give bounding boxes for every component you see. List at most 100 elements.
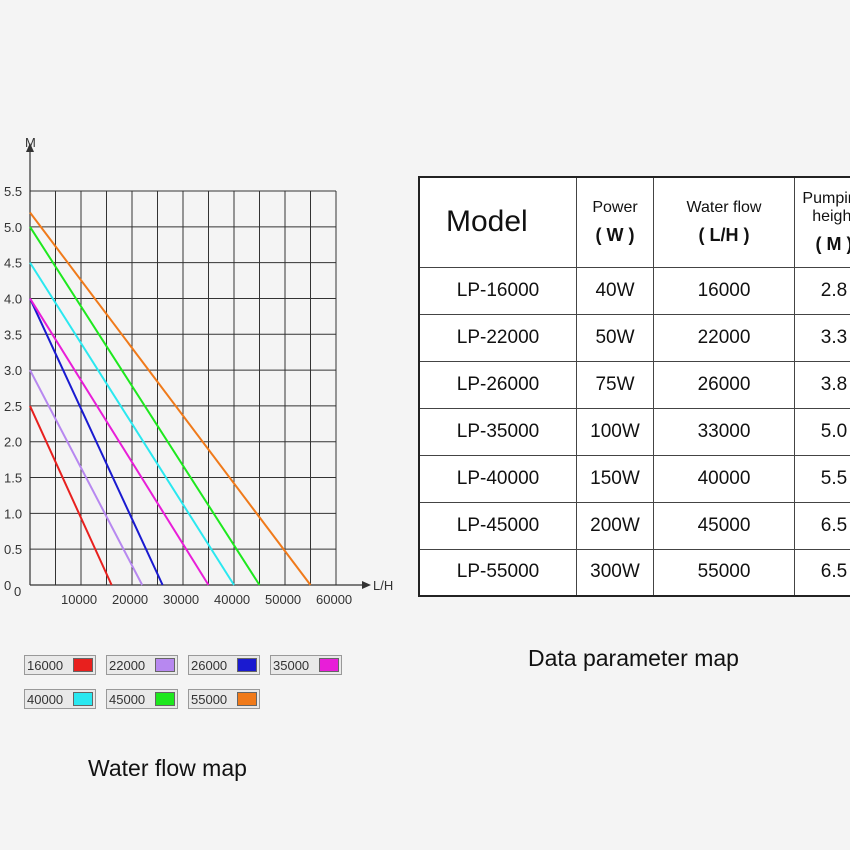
series-line-55000 — [29, 211, 312, 586]
legend-swatch — [73, 692, 93, 706]
header-power: Power ( W ) — [576, 176, 654, 268]
cell-model: LP-22000 — [418, 313, 577, 362]
x-tick-label: 0 — [14, 584, 21, 599]
header-water-flow: Water flow ( L/H ) — [653, 176, 795, 268]
legend-label: 16000 — [27, 658, 64, 673]
cell-height: 6.5 — [794, 548, 850, 597]
cell-flow: 40000 — [653, 454, 795, 503]
water-flow-caption: Water flow map — [88, 755, 247, 781]
series-line-16000 — [29, 405, 113, 586]
y-tick-label: 3.5 — [4, 327, 22, 342]
cell-flow: 22000 — [653, 313, 795, 362]
cell-flow: 33000 — [653, 407, 795, 456]
y-axis-arrow — [26, 143, 34, 152]
cell-height: 3.3 — [794, 313, 850, 362]
cell-height: 5.5 — [794, 454, 850, 503]
cell-power: 40W — [576, 266, 654, 315]
x-tick-label: 30000 — [163, 592, 199, 607]
x-tick-label: 50000 — [265, 592, 301, 607]
legend-item: 26000 — [188, 655, 260, 675]
cell-height: 3.8 — [794, 360, 850, 409]
table-row: LP-55000 300W 55000 6.5 — [418, 548, 850, 597]
y-tick-label: 0 — [4, 578, 11, 593]
x-tick-label: 10000 — [61, 592, 97, 607]
series-line-45000 — [29, 226, 261, 586]
cell-height: 5.0 — [794, 407, 850, 456]
header-height-label: Pumping height — [802, 189, 850, 225]
table-row: LP-45000 200W 45000 6.5 — [418, 501, 850, 550]
table-row: LP-35000 100W 33000 5.0 — [418, 407, 850, 456]
legend-swatch — [319, 658, 339, 672]
cell-power: 50W — [576, 313, 654, 362]
header-flow-unit: ( L/H ) — [698, 224, 750, 245]
x-axis-arrow — [362, 581, 371, 589]
header-power-unit: ( W ) — [595, 224, 635, 245]
y-tick-label: 5.0 — [4, 220, 22, 235]
legend-label: 45000 — [109, 692, 146, 707]
cell-power: 75W — [576, 360, 654, 409]
legend-swatch — [237, 692, 257, 706]
cell-height: 2.8 — [794, 266, 850, 315]
header-pumping-height: Pumping height ( M ) — [794, 176, 850, 268]
table-row: LP-22000 50W 22000 3.3 — [418, 313, 850, 362]
y-tick-label: 2.5 — [4, 399, 22, 414]
table-row: LP-26000 75W 26000 3.8 — [418, 360, 850, 409]
legend-swatch — [155, 658, 175, 672]
x-tick-label: 20000 — [112, 592, 148, 607]
cell-model: LP-55000 — [418, 548, 577, 597]
cell-flow: 45000 — [653, 501, 795, 550]
cell-model: LP-26000 — [418, 360, 577, 409]
legend-label: 55000 — [191, 692, 228, 707]
y-tick-label: 1.5 — [4, 471, 22, 486]
cell-model: LP-45000 — [418, 501, 577, 550]
cell-flow: 16000 — [653, 266, 795, 315]
legend-swatch — [73, 658, 93, 672]
table-header-row: Model Power ( W ) Water flow ( L/H ) Pum… — [418, 176, 850, 268]
y-axis-label: M — [25, 135, 36, 150]
legend-item: 16000 — [24, 655, 96, 675]
y-tick-label: 2.0 — [4, 435, 22, 450]
y-tick-label: 0.5 — [4, 542, 22, 557]
table-row: LP-40000 150W 40000 5.5 — [418, 454, 850, 503]
cell-power: 200W — [576, 501, 654, 550]
cell-flow: 55000 — [653, 548, 795, 597]
x-axis-label: L/H — [373, 578, 393, 593]
data-parameter-table: Model Power ( W ) Water flow ( L/H ) Pum… — [418, 176, 850, 597]
data-parameter-caption: Data parameter map — [528, 645, 739, 671]
header-flow-label: Water flow — [686, 198, 762, 216]
table-row: LP-16000 40W 16000 2.8 — [418, 266, 850, 315]
header-model: Model — [418, 176, 577, 268]
series-line-40000 — [29, 262, 235, 586]
cell-model: LP-35000 — [418, 407, 577, 456]
cell-power: 150W — [576, 454, 654, 503]
legend-swatch — [155, 692, 175, 706]
legend-item: 22000 — [106, 655, 178, 675]
y-tick-label: 4.5 — [4, 256, 22, 271]
legend-item: 40000 — [24, 689, 96, 709]
legend-label: 35000 — [273, 658, 310, 673]
water-flow-chart: 0 0.5 1.0 1.5 2.0 2.5 3.0 3.5 4.0 4.5 5.0 5.5 0 10000… — [4, 135, 393, 607]
x-tick-label: 40000 — [214, 592, 250, 607]
cell-power: 100W — [576, 407, 654, 456]
legend-label: 22000 — [109, 658, 146, 673]
header-height-unit: ( M ) — [815, 233, 850, 254]
series-line-26000 — [29, 298, 164, 586]
cell-power: 300W — [576, 548, 654, 597]
cell-height: 6.5 — [794, 501, 850, 550]
legend-item: 35000 — [270, 655, 342, 675]
series-line-22000 — [29, 369, 144, 586]
legend-label: 40000 — [27, 692, 64, 707]
y-tick-label: 5.5 — [4, 184, 22, 199]
series-line-35000 — [29, 297, 210, 586]
legend-label: 26000 — [191, 658, 228, 673]
y-tick-label: 4.0 — [4, 291, 22, 306]
y-tick-label: 3.0 — [4, 363, 22, 378]
header-power-label: Power — [592, 198, 638, 216]
cell-model: LP-40000 — [418, 454, 577, 503]
table-body: LP-16000 40W 16000 2.8 LP-22000 50W 22000 3.3 LP… — [418, 266, 850, 597]
legend-swatch — [237, 658, 257, 672]
cell-flow: 26000 — [653, 360, 795, 409]
x-tick-label: 60000 — [316, 592, 352, 607]
y-tick-label: 1.0 — [4, 506, 22, 521]
cell-model: LP-16000 — [418, 266, 577, 315]
